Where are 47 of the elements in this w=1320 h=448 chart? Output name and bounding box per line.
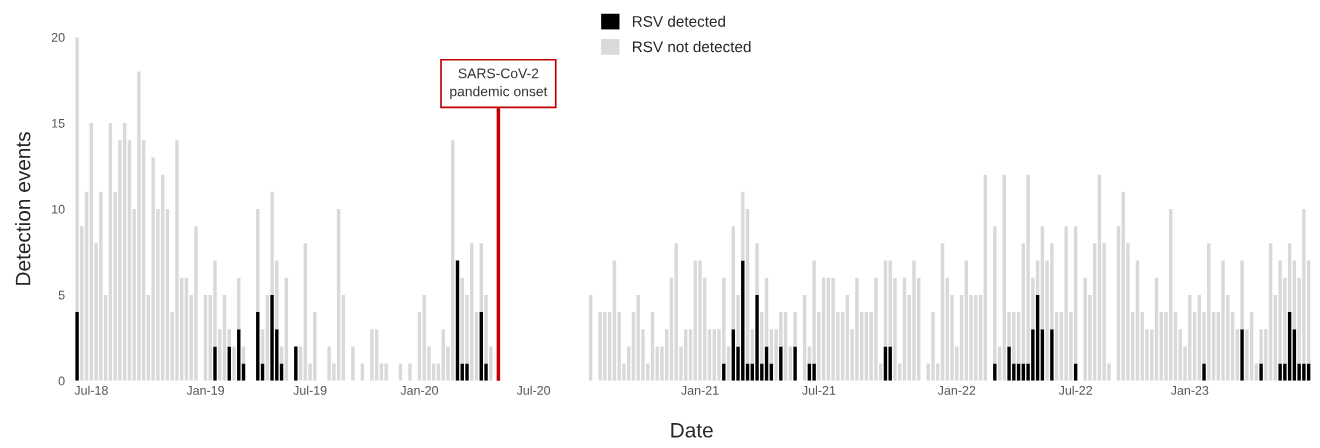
bar bbox=[1202, 363, 1206, 381]
x-tick-label: Jul-21 bbox=[802, 385, 836, 395]
bar bbox=[213, 346, 217, 381]
bar bbox=[75, 312, 79, 381]
y-tick-label: 0 bbox=[58, 376, 65, 386]
bar bbox=[370, 329, 374, 381]
bar bbox=[294, 346, 298, 381]
bar bbox=[779, 346, 783, 381]
bar bbox=[698, 260, 702, 381]
y-tick-label: 10 bbox=[52, 204, 65, 214]
bar bbox=[793, 346, 797, 381]
bar bbox=[408, 363, 412, 381]
x-tick-label: Jan-21 bbox=[681, 385, 719, 395]
y-tick-label: 5 bbox=[58, 290, 65, 300]
bar bbox=[755, 243, 759, 295]
x-tick-label: Jan-20 bbox=[400, 385, 439, 395]
y-tick-label: 20 bbox=[51, 32, 65, 42]
bar bbox=[351, 346, 355, 381]
x-tick-label: Jul-22 bbox=[1058, 385, 1093, 395]
bar bbox=[241, 346, 246, 364]
bar bbox=[993, 363, 997, 381]
x-tick-label: Jul-18 bbox=[74, 385, 108, 395]
bar bbox=[232, 346, 236, 381]
bar bbox=[1050, 329, 1054, 381]
bar bbox=[1240, 329, 1244, 381]
bar bbox=[1240, 260, 1244, 330]
y-axis-title: Detection events bbox=[15, 132, 31, 285]
x-tick-label: Jan-19 bbox=[186, 385, 224, 395]
legend-label: RSV detected bbox=[632, 15, 725, 27]
bar bbox=[888, 346, 892, 381]
bar bbox=[793, 312, 797, 347]
annotation: SARS-CoV-2 pandemic onset bbox=[450, 68, 548, 100]
x-axis-title: Date bbox=[671, 423, 713, 438]
legend-label: RSV not detected bbox=[632, 40, 751, 53]
bar bbox=[812, 363, 816, 381]
x-tick-label: Jan-23 bbox=[1170, 385, 1209, 395]
x-tick-label: Jul-20 bbox=[516, 385, 551, 395]
bar bbox=[1259, 363, 1263, 381]
bar bbox=[912, 260, 916, 381]
bar bbox=[465, 363, 469, 381]
y-tick-label: 15 bbox=[52, 119, 65, 128]
bar bbox=[194, 226, 198, 381]
bar bbox=[279, 346, 284, 364]
x-tick-label: Jul-19 bbox=[293, 385, 327, 395]
bar bbox=[384, 363, 388, 381]
x-tick-label: Jan-22 bbox=[937, 385, 976, 395]
bar bbox=[931, 312, 935, 381]
